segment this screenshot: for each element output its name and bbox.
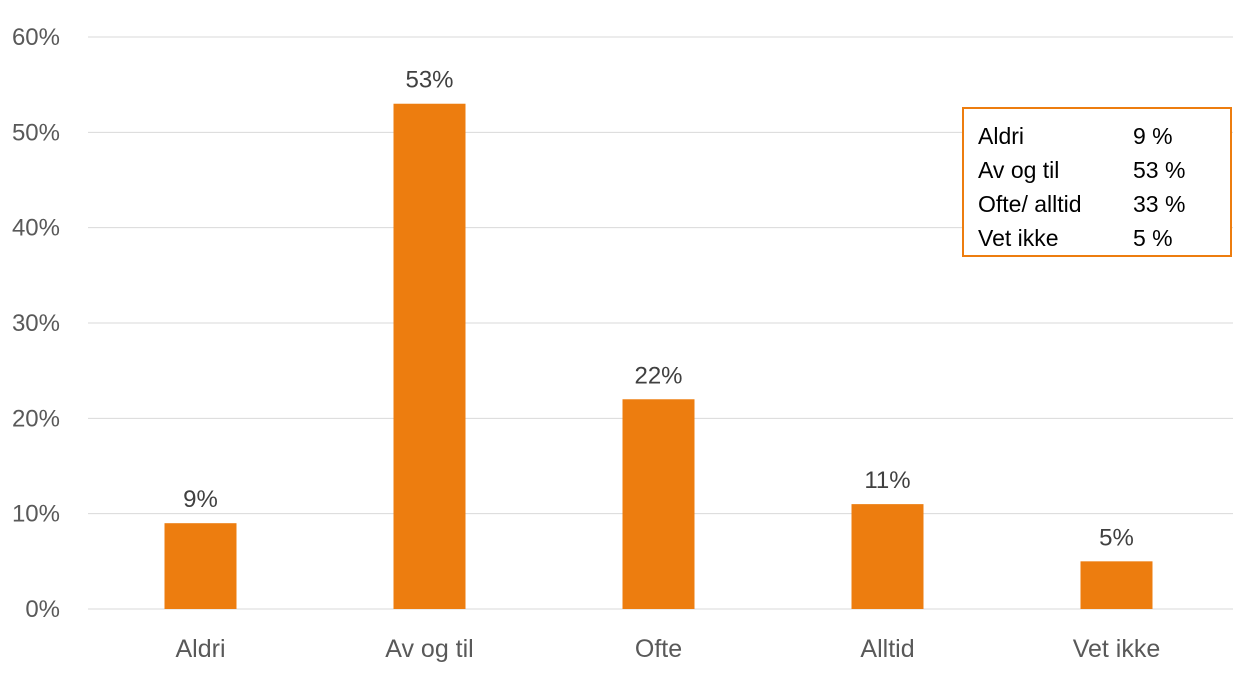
data-label: 53% [405, 67, 453, 94]
data-label: 5% [1099, 524, 1134, 551]
summary-row-value: 53 % [1133, 156, 1186, 183]
bar [164, 523, 237, 609]
bar [622, 399, 695, 609]
bar [851, 504, 924, 609]
data-label: 9% [183, 486, 218, 513]
x-category-label: Av og til [385, 635, 473, 663]
y-tick-label: 60% [12, 24, 60, 51]
data-label: 22% [634, 362, 682, 389]
summary-row: Vet ikke 5 % [978, 221, 1230, 255]
y-axis-tick-labels: 0% 10% 20% 30% 40% 50% 60% [12, 24, 60, 623]
y-tick-label: 50% [12, 119, 60, 146]
y-tick-label: 20% [12, 405, 60, 432]
bar [393, 103, 466, 609]
x-category-label: Ofte [635, 635, 682, 663]
x-category-label: Aldri [175, 635, 225, 663]
summary-row-label: Aldri [978, 122, 1025, 149]
summary-row-value: 9 % [1133, 122, 1173, 149]
summary-row-label: Vet ikke [978, 224, 1059, 251]
bar [1080, 561, 1153, 609]
summary-row-label: Ofte/ alltid [978, 190, 1082, 217]
bars [164, 103, 1153, 609]
summary-row-value: 33 % [1133, 190, 1186, 217]
summary-box: Aldri 9 % Av og til 53 % Ofte/ alltid 33… [962, 107, 1232, 257]
y-tick-label: 30% [12, 310, 60, 337]
x-axis-category-labels: Aldri Av og til Ofte Alltid Vet ikke [175, 635, 1160, 663]
y-tick-label: 10% [12, 501, 60, 528]
x-category-label: Vet ikke [1073, 635, 1161, 663]
y-tick-label: 40% [12, 215, 60, 242]
summary-row-value: 5 % [1133, 224, 1173, 251]
y-tick-label: 0% [25, 596, 60, 623]
data-label: 11% [864, 467, 910, 494]
summary-row: Aldri 9 % [978, 119, 1230, 153]
summary-row-label: Av og til [978, 156, 1060, 183]
data-labels: 9% 53% 22% 11% 5% [183, 67, 1134, 552]
x-category-label: Alltid [860, 635, 914, 663]
summary-row: Ofte/ alltid 33 % [978, 187, 1230, 221]
summary-row: Av og til 53 % [978, 153, 1230, 187]
